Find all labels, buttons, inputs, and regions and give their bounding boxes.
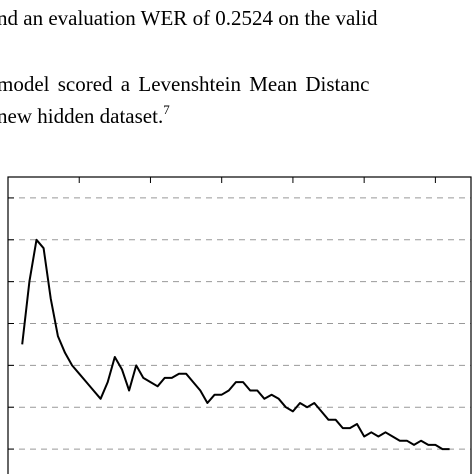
footnote-marker: 7 [163, 102, 170, 117]
paper-text-line: model scored a Levenshtein Mean Distanc [0, 72, 370, 96]
paper-text-line: nd an evaluation WER of 0.2524 on the va… [0, 6, 378, 30]
plot-frame [7, 176, 472, 474]
chart-frame [7, 176, 472, 474]
grid-lines [8, 177, 471, 450]
paper-text-line: new hidden dataset.7 [0, 102, 170, 131]
series-line [21, 238, 450, 451]
series-layer [21, 238, 450, 451]
paper-text-fragment: new hidden dataset. [0, 104, 164, 128]
